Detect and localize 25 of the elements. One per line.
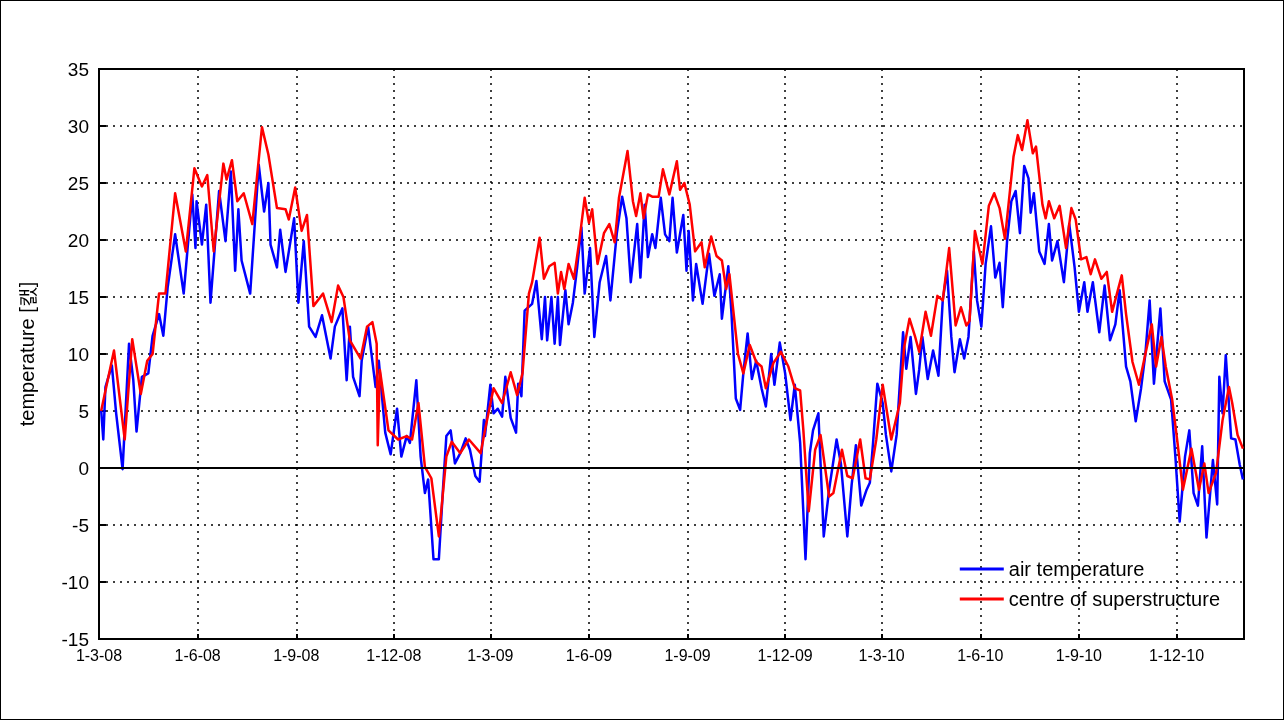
y-axis-title: temperature [캜] xyxy=(16,281,38,427)
y-tick-label: 20 xyxy=(67,229,89,251)
x-tick-label: 1-3-10 xyxy=(858,646,905,664)
y-tick-label: 35 xyxy=(67,58,89,80)
x-tick-label: 1-6-08 xyxy=(174,646,221,664)
y-tick-label: -10 xyxy=(61,571,89,593)
y-tick-label: 10 xyxy=(67,343,89,365)
x-tick-label: 1-6-10 xyxy=(957,646,1004,664)
x-tick-label: 1-9-10 xyxy=(1055,646,1103,664)
x-tick-label: 1-12-09 xyxy=(757,646,813,664)
y-tick-label: 15 xyxy=(67,286,89,308)
y-tick-label: 5 xyxy=(78,400,89,422)
x-tick-label: 1-12-10 xyxy=(1148,646,1205,664)
x-tick-label: 1-9-09 xyxy=(664,646,711,664)
x-tick-label: 1-6-09 xyxy=(565,646,613,664)
legend-label: centre of superstructure xyxy=(1008,588,1221,610)
line-series xyxy=(99,119,1245,538)
x-tick-label: 1-12-08 xyxy=(366,646,422,664)
y-tick-label: 25 xyxy=(67,172,89,194)
x-tick-label: 1-9-08 xyxy=(273,646,320,664)
legend-label: air temperature xyxy=(1008,558,1145,580)
y-tick-label: -5 xyxy=(72,514,89,536)
y-tick-label: 0 xyxy=(78,457,89,479)
y-tick-label: 30 xyxy=(67,115,89,137)
x-tick-label: 1-3-09 xyxy=(467,646,514,664)
